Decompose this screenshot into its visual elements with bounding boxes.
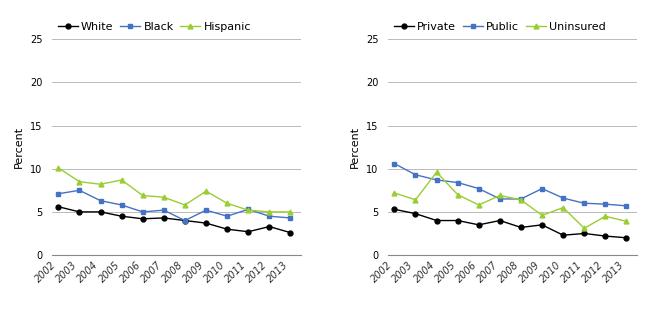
Public (475, 187, 483, 191)
Private (580, 232, 588, 235)
Uninsured (601, 214, 609, 218)
Public (391, 162, 398, 165)
White (97, 210, 105, 214)
Black (118, 203, 125, 207)
White (118, 214, 125, 218)
Private (411, 212, 419, 215)
Private (538, 223, 546, 227)
Line: White: White (56, 204, 292, 235)
Uninsured (411, 198, 419, 202)
Legend: Private, Public, Uninsured: Private, Public, Uninsured (394, 22, 606, 31)
White (55, 205, 62, 209)
Black (265, 214, 273, 218)
Legend: White, Black, Hispanic: White, Black, Hispanic (58, 22, 251, 31)
Public (601, 202, 609, 206)
Line: Hispanic: Hispanic (56, 165, 292, 214)
Black (55, 192, 62, 196)
Hispanic (202, 189, 210, 193)
Uninsured (496, 194, 504, 198)
Private (559, 233, 567, 237)
Private (601, 234, 609, 238)
Black (244, 207, 252, 211)
Private (391, 207, 398, 211)
Private (433, 218, 441, 222)
White (202, 221, 210, 225)
Black (223, 214, 231, 218)
Private (623, 236, 630, 240)
Black (202, 208, 210, 212)
Line: Private: Private (392, 207, 629, 240)
Hispanic (118, 178, 125, 182)
Uninsured (538, 214, 546, 217)
Uninsured (623, 219, 630, 223)
White (287, 231, 294, 234)
Hispanic (139, 194, 147, 198)
Black (160, 208, 168, 212)
Hispanic (287, 210, 294, 214)
Public (454, 181, 462, 184)
Private (496, 218, 504, 222)
White (139, 217, 147, 221)
Line: Uninsured: Uninsured (392, 170, 629, 231)
Public (580, 201, 588, 205)
Private (517, 226, 525, 230)
White (223, 227, 231, 231)
Public (433, 178, 441, 182)
Public (538, 187, 546, 191)
Uninsured (433, 170, 441, 174)
Public (559, 196, 567, 200)
Hispanic (223, 201, 231, 205)
Hispanic (160, 195, 168, 199)
Public (496, 197, 504, 201)
White (181, 218, 188, 222)
Hispanic (265, 210, 273, 214)
Black (287, 216, 294, 220)
Hispanic (75, 180, 83, 184)
Black (97, 199, 105, 203)
Black (75, 188, 83, 192)
Black (139, 210, 147, 214)
White (265, 225, 273, 229)
White (160, 216, 168, 220)
Uninsured (580, 226, 588, 230)
Private (454, 218, 462, 222)
Private (475, 223, 483, 227)
Black (181, 218, 188, 222)
Uninsured (475, 203, 483, 207)
White (75, 210, 83, 214)
Y-axis label: Percent: Percent (350, 126, 360, 168)
Uninsured (517, 198, 525, 202)
Line: Public: Public (392, 161, 629, 208)
Uninsured (559, 206, 567, 210)
Line: Black: Black (56, 188, 292, 223)
White (244, 230, 252, 234)
Uninsured (454, 193, 462, 197)
Public (623, 204, 630, 208)
Hispanic (55, 166, 62, 170)
Hispanic (244, 208, 252, 212)
Y-axis label: Percent: Percent (14, 126, 24, 168)
Public (517, 197, 525, 201)
Uninsured (391, 191, 398, 195)
Hispanic (97, 182, 105, 186)
Hispanic (181, 203, 188, 207)
Public (411, 173, 419, 177)
